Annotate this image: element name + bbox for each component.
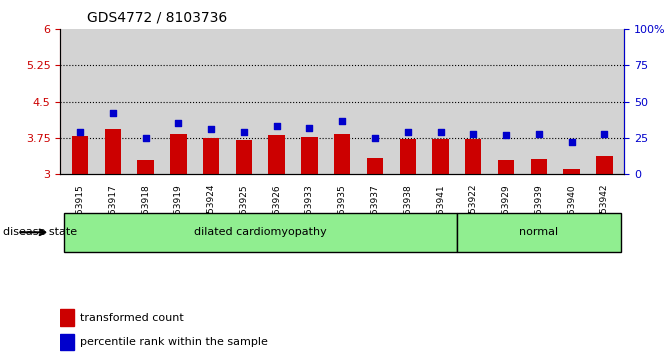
Point [370, 135, 380, 141]
Text: transformed count: transformed count [80, 313, 184, 323]
FancyBboxPatch shape [457, 213, 621, 252]
Bar [564, 170, 580, 174]
Point [140, 135, 151, 141]
Bar [432, 139, 449, 174]
Point [337, 118, 348, 123]
Point [533, 131, 544, 136]
Bar [72, 136, 89, 174]
Bar [268, 135, 285, 174]
Bar [399, 139, 416, 174]
Point [468, 131, 478, 136]
Bar [367, 158, 383, 174]
Bar [236, 140, 252, 174]
Point [435, 129, 446, 135]
Text: disease state: disease state [3, 227, 77, 237]
Point [271, 123, 282, 129]
Bar [334, 134, 350, 174]
Bar [138, 160, 154, 174]
Bar [60, 309, 74, 326]
Bar [203, 138, 219, 174]
Point [566, 139, 577, 145]
Point [403, 129, 413, 135]
FancyBboxPatch shape [64, 213, 457, 252]
Text: dilated cardiomyopathy: dilated cardiomyopathy [194, 227, 327, 237]
Point [238, 129, 249, 135]
Bar [596, 156, 613, 174]
Bar [170, 134, 187, 174]
Bar [60, 334, 74, 350]
Bar [531, 159, 547, 174]
Point [206, 126, 217, 132]
Text: percentile rank within the sample: percentile rank within the sample [80, 337, 268, 347]
Bar [105, 129, 121, 174]
Point [304, 125, 315, 131]
Bar [465, 139, 482, 174]
Bar [498, 160, 514, 174]
Point [107, 110, 118, 116]
Point [501, 132, 511, 138]
Point [599, 131, 610, 136]
Text: GDS4772 / 8103736: GDS4772 / 8103736 [87, 11, 227, 25]
Point [173, 121, 184, 126]
Text: normal: normal [519, 227, 558, 237]
Bar [301, 137, 317, 174]
Point [74, 129, 85, 135]
